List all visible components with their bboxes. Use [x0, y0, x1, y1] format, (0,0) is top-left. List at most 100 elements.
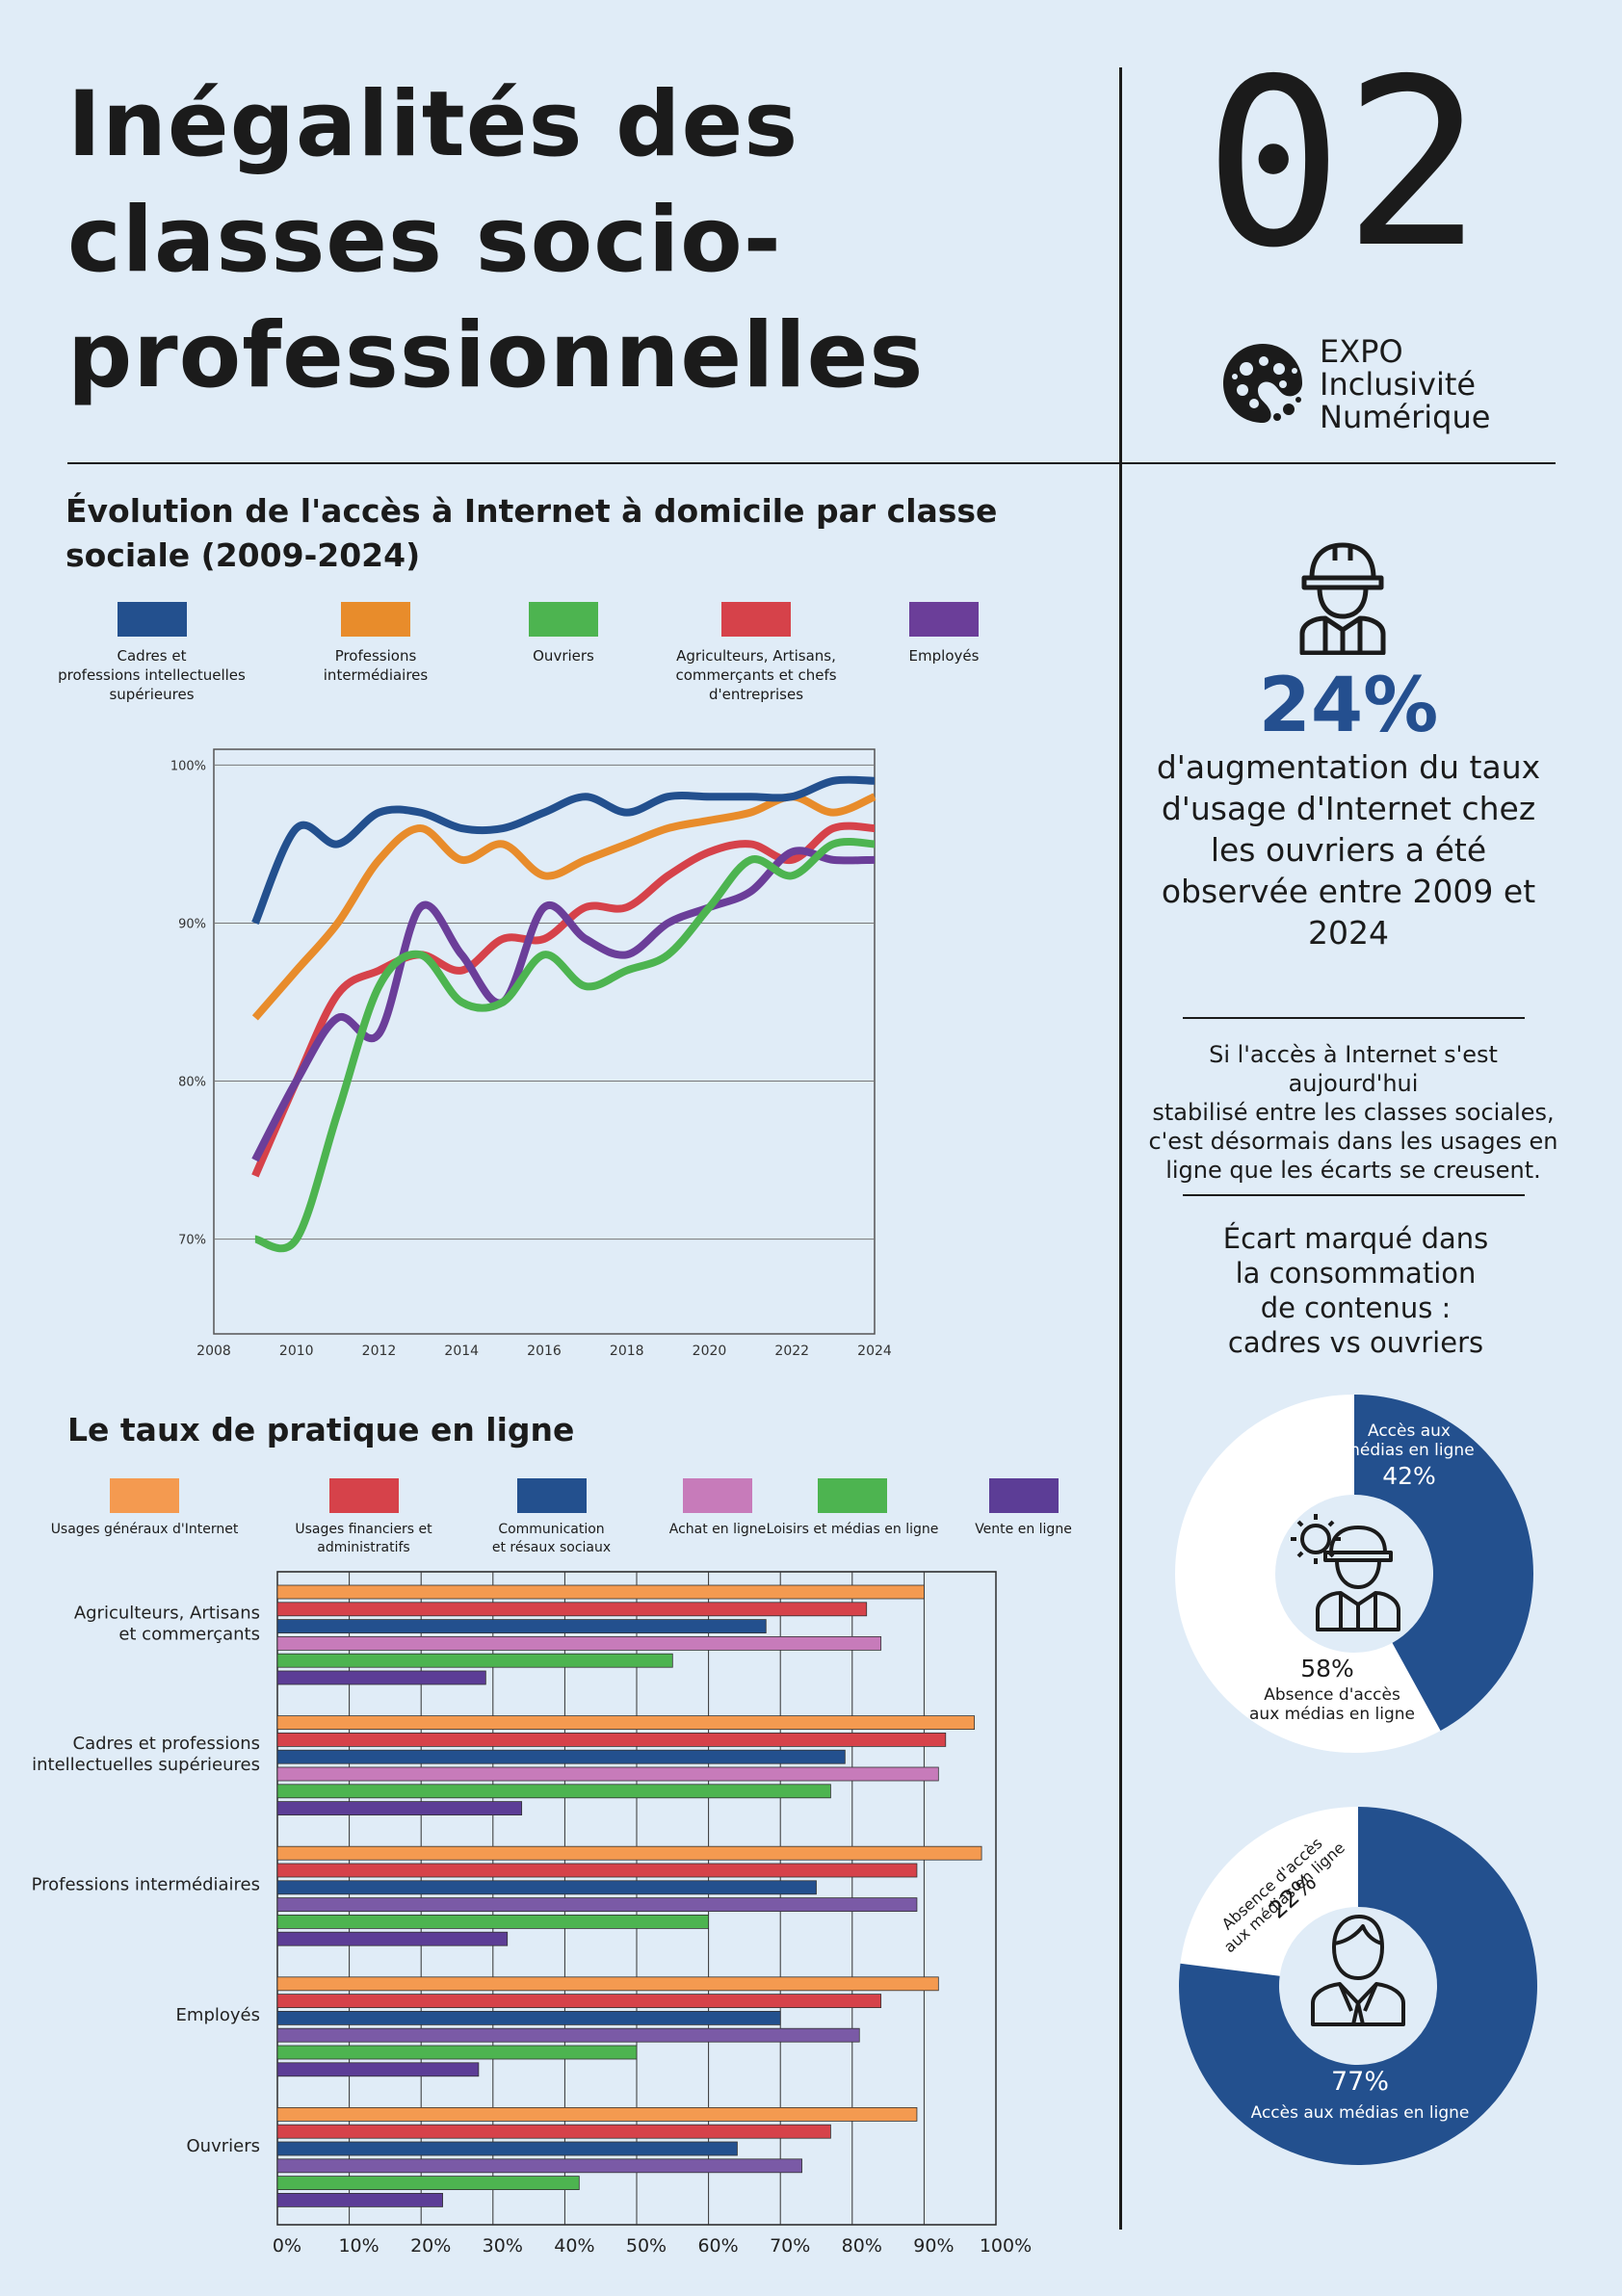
- legend-label: Vente en ligne: [975, 1522, 1072, 1537]
- legend-swatch: [988, 1478, 1059, 1513]
- bar: [276, 1619, 767, 1633]
- legend-label: Usages financiers et: [295, 1522, 432, 1537]
- x-tick-label: 2014: [444, 1344, 479, 1359]
- bar-chart-title: Le taux de pratique en ligne: [67, 1411, 575, 1448]
- paragraph-line: c'est désormais dans les usages en: [1148, 1128, 1558, 1155]
- legend-label: Employés: [908, 647, 980, 665]
- legend-item-usages-financiers: Usages financiers et administratifs: [275, 1478, 453, 1557]
- x-tick-label: 10%: [338, 2235, 379, 2257]
- label-line: Accès aux: [1368, 1422, 1451, 1441]
- series-line: [251, 847, 876, 1162]
- x-tick-label: 2008: [196, 1344, 231, 1359]
- title-line-3: professionnelles: [67, 303, 925, 408]
- donut-workers: Accès aux médias en ligne 42% 58% Absenc…: [1173, 1393, 1535, 1755]
- line-chart-legend: Cadres et professions intellectuelles su…: [43, 602, 1007, 718]
- y-tick-label: 80%: [178, 1076, 206, 1090]
- bar: [276, 1784, 831, 1799]
- bar: [276, 1994, 882, 2009]
- legend-swatch: [117, 602, 187, 637]
- bar: [276, 1863, 918, 1878]
- ecart-line: de contenus :: [1260, 1292, 1452, 1324]
- legend-label: Professions: [334, 647, 417, 665]
- executive-person-icon: [1311, 1915, 1405, 2026]
- ecart-heading: Écart marqué dans la consommation de con…: [1180, 1221, 1531, 1360]
- bar: [276, 1584, 925, 1600]
- donut-workers-access-label: Accès aux médias en ligne: [1337, 1422, 1481, 1460]
- x-tick-label: 2024: [857, 1344, 892, 1359]
- bar: [276, 1880, 817, 1895]
- stat-text-line: 2024: [1308, 914, 1389, 952]
- worker-hardhat-icon: [1299, 542, 1386, 655]
- bar: [276, 2176, 580, 2190]
- x-tick-label: 40%: [554, 2235, 594, 2257]
- legend-swatch: [341, 602, 410, 637]
- bar: [276, 2158, 802, 2174]
- y-tick-label: 70%: [178, 1234, 206, 1248]
- line-chart: 70% 80% 90% 100% 2008 2010 2012 2014 2016 2018 202…: [170, 748, 892, 1359]
- legend-label: intermédiaires: [323, 666, 429, 684]
- paragraph-line: ligne que les écarts se creusent.: [1165, 1157, 1541, 1184]
- y-tick-label: 90%: [178, 917, 206, 931]
- legend-label: Achat en ligne: [668, 1522, 767, 1537]
- legend-swatch: [721, 602, 791, 637]
- series-line: [251, 822, 876, 1178]
- category-label: Employés: [176, 2005, 260, 2025]
- logo-line-2: Inclusivité: [1320, 366, 1477, 403]
- label-line: aux médias en ligne: [1249, 1705, 1415, 1724]
- legend-item-communication: Communication et résaux sociaux: [462, 1478, 641, 1557]
- x-tick-label: 2020: [693, 1344, 727, 1359]
- logo-line-1: EXPO: [1320, 333, 1403, 370]
- label-line: médias en ligne: [1344, 1441, 1475, 1460]
- bar-chart-legend: Usages généraux d'Internet Usages financ…: [39, 1478, 1079, 1565]
- bar: [276, 2027, 860, 2043]
- expo-logo-icon: [1223, 344, 1302, 423]
- donut-access-slice: [1179, 1807, 1537, 2165]
- title-line-1: Inégalités des: [67, 72, 799, 177]
- logo-text: EXPO Inclusivité Numérique: [1320, 335, 1490, 433]
- page-title: Inégalités des classes socio- profession…: [67, 67, 924, 414]
- category-label: Ouvriers: [187, 2136, 260, 2156]
- legend-swatch: [818, 1478, 887, 1513]
- legend-item-professions: Professions intermédiaires: [284, 602, 467, 685]
- bar: [276, 2141, 738, 2156]
- stat-text-line: d'augmentation du taux: [1156, 748, 1541, 786]
- legend-item-loisirs: Loisirs et médias en ligne: [737, 1478, 968, 1539]
- bar: [276, 1914, 710, 1929]
- legend-swatch: [909, 602, 979, 637]
- x-tick-label: 2022: [774, 1344, 809, 1359]
- legend-item-employes: Employés: [881, 602, 1007, 665]
- legend-label: administratifs: [317, 1540, 410, 1555]
- ecart-line: la consommation: [1235, 1257, 1477, 1290]
- donut-executives-access-label: Accès aux médias en ligne: [1250, 2103, 1470, 2123]
- legend-swatch: [516, 1478, 587, 1513]
- legend-label: Ouvriers: [533, 647, 594, 665]
- bar: [276, 2124, 831, 2139]
- x-tick-label: 2018: [610, 1344, 644, 1359]
- legend-item-ouvriers: Ouvriers: [491, 602, 636, 665]
- label-line: Absence d'accès: [1264, 1685, 1400, 1705]
- line-chart-title-line-1: Évolution de l'accès à Internet à domici…: [65, 492, 998, 530]
- section-number: 02: [1204, 29, 1482, 299]
- sidebar-paragraph: Si l'accès à Internet s'est aujourd'hui …: [1146, 1040, 1560, 1185]
- bar: [276, 2045, 638, 2060]
- series-line: [253, 838, 876, 1253]
- category-label: intellectuelles supérieures: [32, 1755, 260, 1775]
- x-tick-label: 0%: [273, 2235, 301, 2257]
- logo-line-3: Numérique: [1320, 399, 1491, 435]
- series-line: [251, 775, 876, 926]
- bar: [276, 2010, 781, 2025]
- x-tick-label: 60%: [697, 2235, 738, 2257]
- bar: [276, 2193, 443, 2207]
- line-chart-title-line-2: sociale (2009-2024): [65, 536, 421, 574]
- bar: [276, 2062, 480, 2077]
- separator-line: [1183, 1194, 1525, 1196]
- legend-item-cadres: Cadres et professions intellectuelles su…: [43, 602, 260, 704]
- legend-label: supérieures: [109, 686, 195, 703]
- ecart-line: cadres vs ouvriers: [1227, 1326, 1484, 1359]
- legend-swatch: [328, 1478, 399, 1513]
- paragraph-line: stabilisé entre les classes sociales,: [1152, 1099, 1555, 1126]
- donut-access-slice: [1354, 1395, 1533, 1731]
- legend-swatch: [529, 602, 598, 637]
- legend-label: Usages généraux d'Internet: [50, 1522, 239, 1537]
- bar: [276, 1732, 947, 1747]
